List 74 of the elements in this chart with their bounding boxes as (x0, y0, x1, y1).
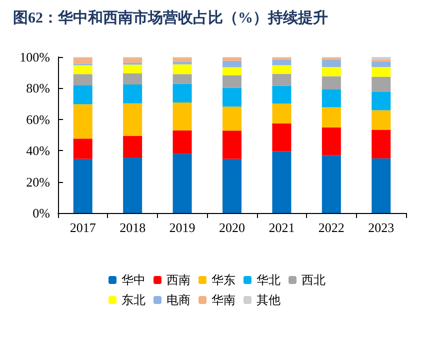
bar (73, 138, 92, 159)
legend-label: 东北 (122, 293, 146, 307)
bar (372, 61, 391, 67)
x-tick-label: 2019 (169, 220, 196, 235)
legend-label: 西南 (166, 273, 190, 287)
y-tick-label: 20% (26, 174, 50, 190)
bar (322, 66, 341, 76)
legend-label: 华东 (212, 273, 236, 287)
bar (123, 64, 142, 74)
bar (73, 58, 92, 64)
bar (73, 158, 92, 213)
x-tick-label: 2021 (268, 220, 295, 235)
bar (172, 130, 192, 154)
y-tick-label: 40% (26, 143, 50, 158)
legend-label: 电商 (166, 293, 190, 307)
x-tick-label: 2018 (120, 220, 146, 235)
bar (222, 130, 242, 159)
bar (172, 102, 192, 130)
bar (172, 64, 192, 74)
bar (272, 65, 292, 74)
bar (123, 73, 142, 84)
x-tick-label: 2017 (70, 220, 96, 235)
bar (222, 75, 242, 88)
bar (172, 84, 192, 103)
bar (123, 136, 142, 158)
x-tick-label: 2022 (318, 220, 344, 235)
chart-title: 图62：华中和西南市场营收占比（%）持续提升 (13, 8, 328, 26)
bar (73, 104, 92, 139)
bar (222, 106, 242, 131)
bar (372, 158, 391, 213)
bar (123, 58, 142, 63)
legend-label: 华中 (122, 273, 146, 287)
bar (372, 76, 391, 92)
bar (222, 88, 242, 107)
y-tick-label: 100% (20, 50, 50, 64)
bar (272, 74, 292, 86)
bar (172, 58, 192, 62)
bar (322, 107, 341, 128)
bar (272, 151, 292, 213)
y-tick-label: 80% (26, 80, 50, 96)
bar (73, 74, 92, 86)
bar (322, 155, 341, 213)
bar (123, 103, 142, 136)
bar (372, 110, 391, 130)
bar (372, 130, 391, 158)
x-tick-label: 2020 (219, 220, 245, 235)
bar (372, 66, 391, 77)
bar (322, 76, 341, 90)
bar (73, 65, 92, 74)
bar (322, 60, 341, 67)
legend-label: 西北 (302, 273, 326, 287)
x-tick-label: 2023 (368, 220, 394, 235)
bar (222, 67, 242, 76)
legend-label: 华北 (256, 273, 280, 287)
bar (172, 74, 192, 84)
bar (172, 154, 192, 213)
bar (222, 58, 242, 61)
bar (272, 104, 292, 124)
bar (272, 86, 292, 104)
bar (222, 158, 242, 213)
bar (272, 60, 292, 66)
bar (172, 62, 192, 64)
bar (222, 60, 242, 68)
bar (123, 84, 142, 104)
bar (272, 123, 292, 152)
y-tick-label: 60% (26, 112, 50, 127)
bar (372, 92, 391, 110)
legend-label: 华南 (212, 293, 236, 307)
bar (322, 127, 341, 156)
bar (73, 85, 92, 104)
y-tick-label: 0% (32, 206, 50, 220)
bar (322, 89, 341, 108)
bar (123, 157, 142, 213)
legend-label: 其他 (256, 293, 280, 307)
